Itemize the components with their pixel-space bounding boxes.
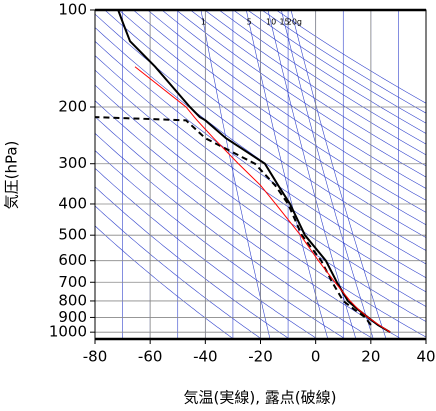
dry-adiabat bbox=[95, 100, 426, 338]
mixing-ratio-label: 10 bbox=[266, 18, 276, 27]
mixing-ratio-label: 15 bbox=[279, 18, 289, 27]
mixing-ratio-label: 1 bbox=[201, 18, 206, 27]
x-tick-label: 20 bbox=[361, 348, 380, 366]
mixing-ratio-label: 5 bbox=[247, 18, 252, 27]
dry-adiabat bbox=[233, 10, 426, 134]
y-tick-label: 1000 bbox=[49, 323, 87, 341]
dry-adiabat bbox=[95, 186, 290, 339]
dry-adiabat bbox=[95, 167, 318, 339]
profile-line bbox=[95, 116, 372, 326]
dry-adiabat bbox=[161, 10, 426, 189]
dry-adiabat bbox=[95, 150, 346, 339]
dry-adiabat bbox=[218, 10, 426, 145]
mixing-ratio-line bbox=[200, 10, 271, 339]
dry-adiabat bbox=[133, 10, 426, 213]
profile-line bbox=[134, 66, 391, 333]
y-tick-label: 600 bbox=[58, 251, 87, 269]
profile-line bbox=[117, 10, 391, 334]
y-tick-label: 700 bbox=[58, 273, 87, 291]
dry-adiabat bbox=[147, 10, 426, 201]
x-tick-label: -60 bbox=[138, 348, 163, 366]
y-tick-label: 400 bbox=[58, 194, 87, 212]
dry-adiabat bbox=[204, 10, 426, 156]
mixing-ratio-line bbox=[267, 10, 357, 339]
x-tick-label: -40 bbox=[193, 348, 218, 366]
y-tick-label: 900 bbox=[58, 308, 87, 326]
dry-adiabat bbox=[118, 10, 426, 226]
y-tick-label: 800 bbox=[58, 291, 87, 309]
y-tick-label: 200 bbox=[58, 97, 87, 115]
dry-adiabat bbox=[95, 132, 374, 339]
dry-adiabat bbox=[95, 27, 426, 265]
dry-adiabat bbox=[95, 55, 426, 293]
dry-adiabat bbox=[95, 205, 262, 339]
y-tick-label: 100 bbox=[58, 1, 87, 19]
x-tick-label: -20 bbox=[248, 348, 273, 366]
mixing-ratio-line bbox=[290, 10, 387, 339]
x-tick-label: 0 bbox=[311, 348, 321, 366]
x-tick-label: -80 bbox=[83, 348, 108, 366]
dry-adiabat bbox=[176, 10, 426, 178]
dry-adiabat bbox=[104, 10, 426, 238]
y-axis-label: 気圧(hPa) bbox=[3, 141, 21, 210]
dry-adiabat bbox=[190, 10, 426, 167]
mixing-ratio-label: 20g bbox=[287, 18, 302, 27]
y-tick-label: 300 bbox=[58, 154, 87, 172]
dry-adiabat bbox=[95, 225, 234, 339]
dry-adiabat bbox=[275, 10, 426, 104]
mixing-ratio-line bbox=[246, 10, 329, 339]
dry-adiabat bbox=[95, 13, 426, 251]
dry-adiabat bbox=[95, 69, 426, 307]
y-tick-label: 500 bbox=[58, 226, 87, 244]
x-axis-label: 気温(実線), 露点(破線) bbox=[184, 389, 337, 407]
x-tick-label: 40 bbox=[416, 348, 435, 366]
